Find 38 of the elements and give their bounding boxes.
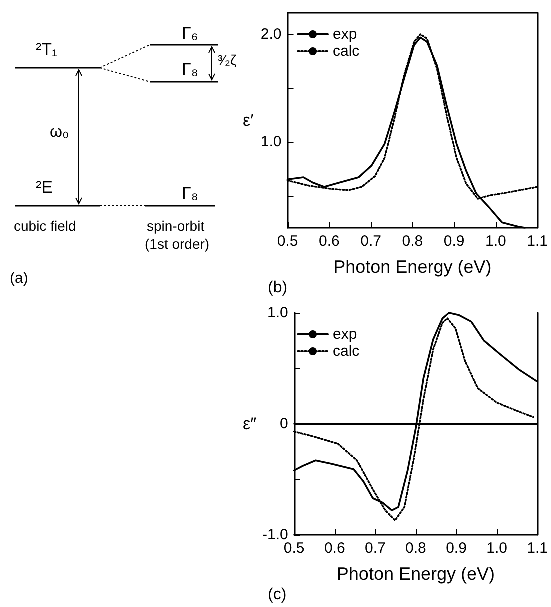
text: Γ₆	[182, 24, 198, 44]
legend-label: calc	[333, 43, 360, 60]
x-tick-label: 0.9	[446, 540, 467, 557]
text: ω₀	[50, 124, 70, 142]
y-axis-title: ε′	[242, 111, 254, 130]
x-tick-label: 1.0	[486, 540, 508, 557]
text: ²E	[36, 178, 53, 198]
x-tick-label: 1.1	[527, 540, 548, 557]
y-tick-label: 1.0	[260, 134, 282, 150]
x-tick-label: 0.8	[406, 540, 426, 557]
legend-label: exp	[333, 326, 358, 343]
legend-label: calc	[333, 343, 360, 360]
y-axis-title: ε″	[242, 414, 257, 434]
y-tick-label: 1.0	[267, 304, 288, 322]
legend-label: exp	[333, 26, 358, 43]
text: Γ₈	[182, 184, 198, 204]
y-tick-label: 0	[280, 416, 288, 432]
text: cubic field	[14, 218, 76, 234]
x-tick-label: 0.5	[277, 233, 298, 250]
x-tick-label: 1.0	[486, 233, 506, 250]
text: (a)	[10, 270, 28, 287]
x-axis-title: Photon Energy (eV)	[334, 257, 492, 277]
x-tick-label: 0.9	[444, 233, 465, 250]
text: spin-orbit	[147, 218, 205, 234]
text: (b)	[268, 280, 288, 296]
x-tick-label: 0.6	[324, 540, 346, 557]
y-tick-label: 2.0	[260, 26, 282, 43]
x-tick-label: 0.8	[402, 233, 424, 250]
text: (1st order)	[145, 236, 210, 252]
text: ²T₁	[36, 40, 58, 60]
x-axis-title: Photon Energy (eV)	[336, 564, 496, 584]
x-tick-label: 0.7	[364, 540, 386, 557]
x-tick-label: 0.7	[360, 233, 382, 250]
text: Γ₈	[182, 60, 198, 80]
text: ³⁄₂ζ	[218, 52, 237, 68]
text: (c)	[268, 586, 287, 604]
x-tick-label: 0.6	[318, 233, 340, 250]
x-tick-label: 1.1	[527, 233, 548, 250]
